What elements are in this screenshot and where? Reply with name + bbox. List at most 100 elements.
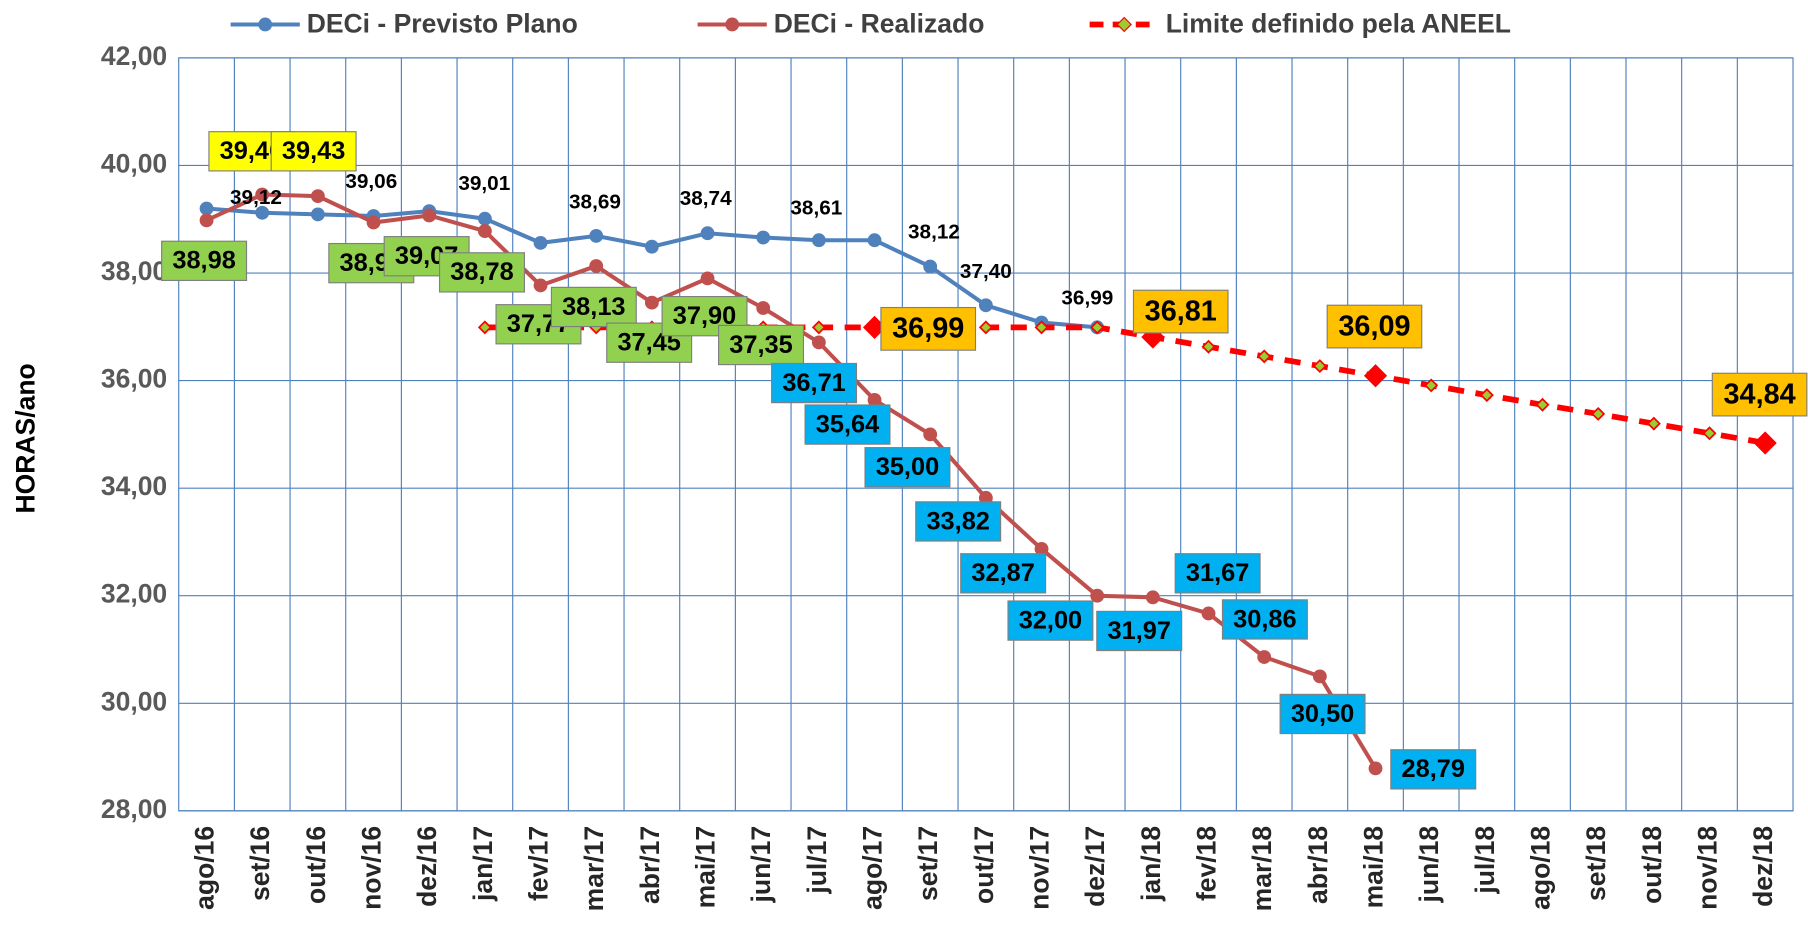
- value-label: 38,12: [908, 221, 960, 244]
- value-label: 32,87: [971, 559, 1034, 587]
- marker: [1201, 606, 1216, 621]
- x-tick-label: fev/17: [524, 826, 554, 901]
- marker: [867, 393, 882, 407]
- y-tick-label: 40,00: [101, 148, 167, 178]
- value-label-box: [1326, 304, 1423, 349]
- x-tick-label: set/17: [913, 826, 943, 901]
- value-label: 36,09: [1338, 310, 1410, 342]
- marker: [978, 320, 993, 335]
- value-label: 36,99: [1061, 286, 1113, 309]
- x-tick-label: jun/17: [746, 826, 776, 904]
- legend-label: DECi - Previsto Plano: [307, 9, 578, 39]
- y-tick-label: 30,00: [101, 686, 167, 716]
- marker: [1090, 588, 1105, 603]
- y-tick-label: 28,00: [101, 794, 167, 824]
- x-tick-label: jul/17: [802, 826, 832, 895]
- marker: [589, 228, 604, 243]
- x-tick-label: dez/18: [1748, 826, 1778, 907]
- y-tick-label: 42,00: [101, 41, 167, 71]
- value-label: 38,13: [562, 293, 625, 321]
- value-label: 30,86: [1233, 605, 1296, 633]
- series-line: [484, 324, 1766, 446]
- value-label: 37,40: [960, 260, 1012, 283]
- value-label-box: [270, 131, 357, 172]
- value-label: 36,71: [782, 369, 845, 397]
- value-label-box: [804, 404, 891, 445]
- marker: [533, 278, 548, 293]
- value-label: 38,78: [450, 258, 513, 286]
- value-label: 38,61: [790, 196, 842, 219]
- marker: [422, 208, 437, 223]
- marker: [1312, 669, 1327, 684]
- legend-label: DECi - Realizado: [774, 9, 985, 39]
- x-tick-label: mai/17: [691, 826, 721, 909]
- value-label: 28,79: [1402, 755, 1465, 783]
- value-label-box: [1279, 693, 1366, 735]
- marker: [1424, 378, 1439, 393]
- marker: [1312, 359, 1327, 374]
- legend-marker: [725, 17, 740, 32]
- marker: [811, 233, 826, 248]
- value-label-box: [1007, 600, 1094, 641]
- x-tick-label: mar/17: [579, 826, 609, 912]
- marker: [644, 295, 659, 310]
- marker: [644, 239, 659, 254]
- marker: [310, 207, 325, 222]
- value-label-box: [1096, 610, 1183, 652]
- x-tick-label: ago/17: [858, 826, 888, 910]
- marker: [477, 320, 492, 335]
- marker: [811, 320, 826, 335]
- y-tick-label: 32,00: [101, 579, 167, 609]
- value-label: 37,35: [729, 331, 792, 359]
- marker: [477, 224, 492, 238]
- value-label: 38,74: [680, 187, 732, 210]
- value-label: 39,43: [282, 137, 345, 165]
- value-label-box: [915, 501, 1002, 542]
- y-tick-label: 36,00: [101, 364, 167, 394]
- value-label-box: [161, 240, 248, 282]
- value-label: 38,98: [172, 247, 235, 275]
- marker: [1090, 320, 1105, 335]
- marker: [1702, 426, 1717, 441]
- x-tick-label: nov/16: [357, 826, 387, 910]
- marker: [1201, 339, 1216, 354]
- x-tick-label: jan/18: [1136, 826, 1166, 902]
- x-tick-label: set/16: [245, 826, 275, 901]
- marker: [1257, 650, 1272, 664]
- marker: [1591, 406, 1606, 421]
- marker: [1479, 388, 1494, 403]
- marker: [1368, 761, 1383, 776]
- value-label: 35,64: [816, 410, 879, 438]
- legend-label: Limite definido pela ANEEL: [1166, 9, 1511, 39]
- marker: [867, 233, 882, 248]
- x-tick-label: dez/16: [412, 826, 442, 907]
- value-label: 30,50: [1291, 700, 1354, 728]
- marker: [310, 189, 325, 204]
- value-label: 35,00: [876, 453, 939, 481]
- x-tick-label: set/18: [1581, 826, 1611, 901]
- x-tick-label: out/17: [969, 826, 999, 904]
- marker: [700, 271, 715, 286]
- y-tick-label: 34,00: [101, 471, 167, 501]
- value-label-box: [718, 324, 805, 366]
- x-tick-label: dez/17: [1080, 826, 1110, 907]
- x-tick-label: out/16: [301, 826, 331, 904]
- value-label-box: [771, 362, 858, 404]
- marker: [255, 205, 270, 220]
- value-label-box: [1711, 372, 1808, 417]
- value-label: 33,82: [926, 507, 989, 535]
- legend-marker: [1116, 16, 1132, 33]
- marker: [1363, 364, 1388, 388]
- x-tick-label: fev/18: [1192, 826, 1222, 901]
- value-label: 36,81: [1145, 295, 1217, 327]
- value-label: 36,99: [892, 313, 964, 345]
- value-label-box: [1390, 749, 1477, 790]
- value-label: 31,67: [1186, 559, 1249, 587]
- marker: [1646, 416, 1661, 431]
- marker: [978, 298, 993, 313]
- plot-area: [178, 57, 1794, 812]
- marker: [1257, 349, 1272, 364]
- marker: [1034, 542, 1049, 556]
